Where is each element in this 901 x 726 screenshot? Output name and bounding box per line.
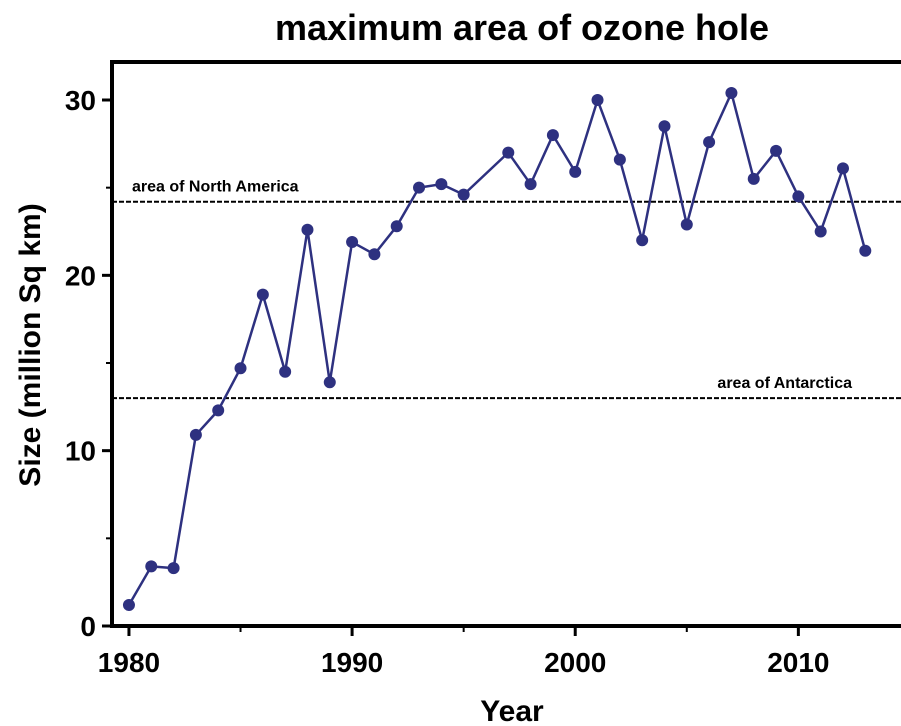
data-point (167, 562, 180, 575)
y-axis-label: Size (million Sq km) (14, 203, 47, 486)
data-point (435, 178, 448, 191)
x-tick-label: 2010 (767, 647, 829, 678)
data-point (189, 428, 202, 441)
data-point (859, 244, 872, 257)
data-point (301, 223, 314, 236)
y-tick-label: 0 (80, 611, 96, 642)
data-point (413, 181, 426, 194)
y-tick-label: 20 (65, 260, 96, 291)
data-point (279, 365, 292, 378)
data-point (792, 190, 805, 203)
data-line (127, 89, 867, 606)
data-point (390, 220, 403, 233)
x-axis-label: Year (480, 695, 544, 726)
data-point (836, 162, 849, 175)
data-point (725, 86, 738, 99)
data-point (256, 288, 269, 301)
data-point (703, 136, 716, 149)
data-point (368, 248, 381, 261)
chart-title: maximum area of ozone hole (275, 7, 769, 48)
data-point (546, 129, 559, 142)
data-point (636, 234, 649, 247)
reference-label: area of North America (132, 179, 299, 196)
data-point (122, 598, 135, 611)
data-point (346, 236, 359, 249)
y-tick-label: 30 (65, 85, 96, 116)
x-tick-label: 2000 (544, 647, 606, 678)
data-point (145, 560, 158, 573)
data-point (591, 94, 604, 106)
x-tick-label: 1980 (98, 647, 160, 678)
data-point (323, 376, 336, 389)
data-point (747, 172, 760, 185)
data-point (770, 144, 783, 157)
data-point (457, 188, 470, 201)
data-point (569, 165, 582, 178)
reference-label: area of Antarctica (717, 375, 852, 392)
y-tick-label: 10 (65, 436, 96, 467)
data-point (234, 362, 247, 375)
data-point (814, 225, 827, 238)
data-point (613, 153, 626, 166)
data-point (658, 120, 671, 133)
data-point (680, 218, 693, 231)
data-point (502, 146, 515, 159)
data-point (212, 404, 225, 417)
data-point (524, 178, 537, 191)
x-tick-label: 1990 (321, 647, 383, 678)
